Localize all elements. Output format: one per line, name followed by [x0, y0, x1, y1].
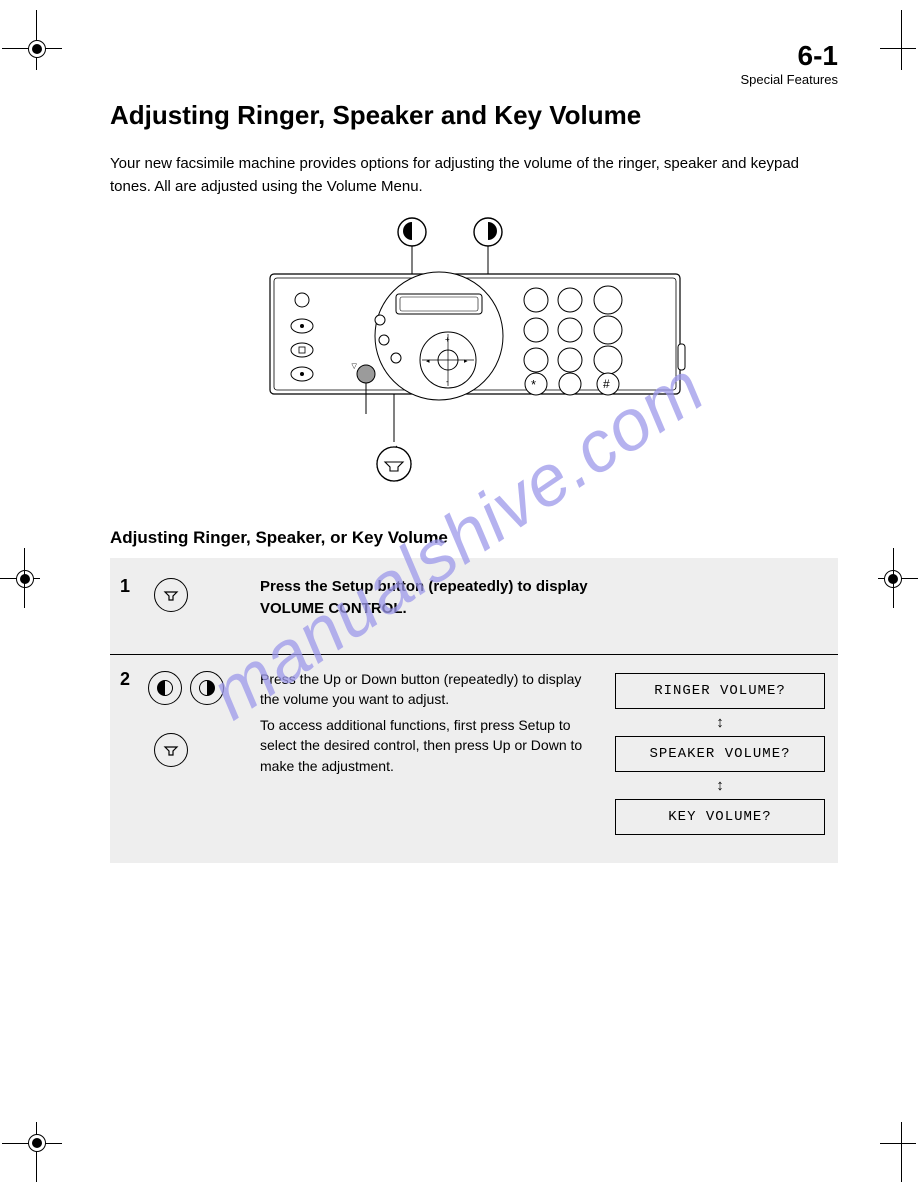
updown-arrow-icon: ↕: [716, 778, 724, 793]
svg-text:-: -: [446, 377, 449, 386]
keypad-hash: #: [603, 377, 610, 391]
lcd-display: RINGER VOLUME?: [615, 673, 825, 709]
intro-paragraph: Your new facsimile machine provides opti…: [110, 153, 838, 198]
updown-arrow-icon: ↕: [716, 715, 724, 730]
step-number: 2: [120, 669, 148, 835]
step-2: 2 Press the Up or Down button (repeatedl…: [110, 654, 838, 863]
speaker-icon: [154, 733, 188, 767]
steps-heading: Adjusting Ringer, Speaker, or Key Volume: [110, 528, 838, 548]
keypad-star: *: [531, 377, 536, 392]
speaker-icon: [154, 578, 188, 612]
section-label: Special Features: [740, 72, 838, 87]
control-panel-figure: ◁ + - ◂ ▸ * #: [224, 214, 724, 494]
step-number: 1: [120, 576, 148, 626]
lcd-display: KEY VOLUME?: [615, 799, 825, 835]
svg-text:▸: ▸: [464, 358, 468, 365]
step-1-text: Press the Setup button (repeatedly) to d…: [260, 576, 602, 620]
page-title: Adjusting Ringer, Speaker and Key Volume: [110, 100, 838, 131]
step-1: 1 Press the Setup button (repeatedly) to…: [110, 558, 838, 654]
page-number: 6-1: [740, 40, 838, 72]
steps-container: 1 Press the Setup button (repeatedly) to…: [110, 558, 838, 863]
panel-body: ◁ + - ◂ ▸ * #: [270, 272, 685, 400]
step-2-line-2: To access additional functions, first pr…: [260, 715, 602, 776]
page-header: 6-1 Special Features: [740, 40, 838, 87]
svg-text:+: +: [445, 335, 450, 344]
svg-text:◂: ◂: [426, 358, 430, 365]
lcd-display: SPEAKER VOLUME?: [615, 736, 825, 772]
up-icon: [148, 671, 182, 705]
step-2-line-1: Press the Up or Down button (repeatedly)…: [260, 669, 602, 710]
down-icon: [190, 671, 224, 705]
svg-text:◁: ◁: [351, 363, 358, 369]
